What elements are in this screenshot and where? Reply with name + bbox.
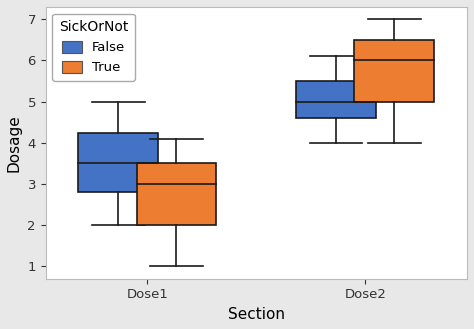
Y-axis label: Dosage: Dosage [7, 114, 22, 172]
Bar [296, 81, 376, 118]
X-axis label: Section: Section [228, 307, 285, 322]
Bar [355, 40, 434, 102]
Bar [78, 133, 158, 192]
Bar [137, 164, 217, 225]
Legend: False, True: False, True [52, 13, 135, 81]
